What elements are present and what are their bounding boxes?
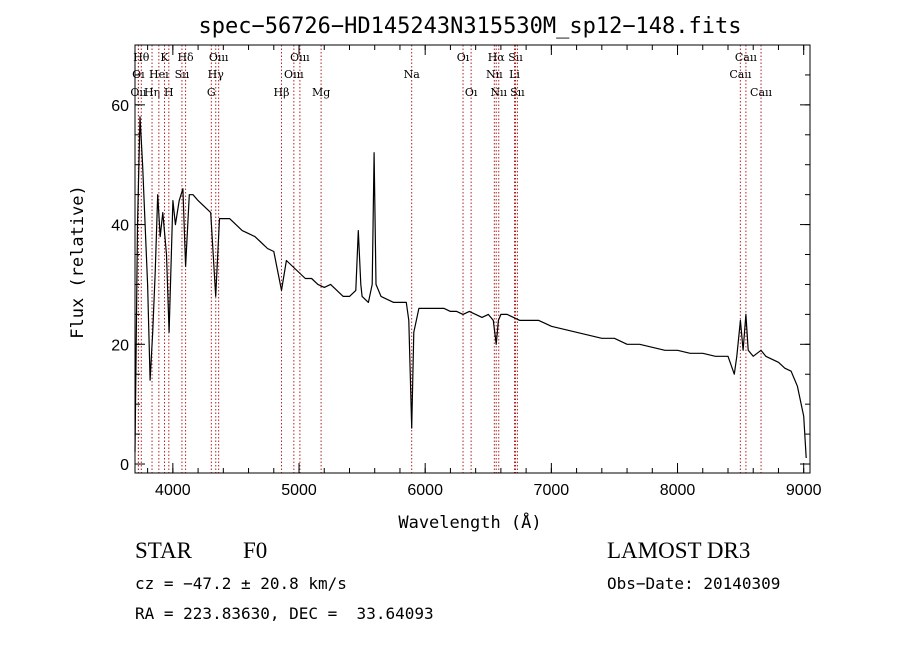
line-marker-label: Caıı [735, 51, 757, 64]
line-marker-label: Hθ [133, 51, 150, 64]
line-marker-label: Hδ [177, 51, 194, 64]
line-marker-label: Oııı [284, 68, 304, 81]
line-marker-label: Hβ [274, 86, 290, 99]
line-marker-label: Nıı [490, 86, 507, 99]
x-tick-label: 4000 [155, 482, 191, 499]
line-marker-label: Na [404, 68, 421, 81]
line-marker-label: Heı [149, 68, 169, 81]
x-tick-label: 6000 [407, 482, 443, 499]
line-marker-label: Sıı [510, 86, 525, 99]
object-class: STAR [135, 538, 192, 563]
spectrum-series [134, 116, 807, 459]
x-tick-label: 9000 [786, 482, 822, 499]
redshift-cz: cz = −47.2 ± 20.8 km/s [135, 574, 347, 593]
line-marker-label: Hα [488, 51, 506, 64]
y-tick-label: 0 [120, 457, 129, 474]
x-tick-label: 8000 [660, 482, 696, 499]
line-marker-label: Hγ [208, 68, 225, 81]
obs-date: Obs−Date: 20140309 [607, 574, 781, 593]
line-marker-label: Sıı [175, 68, 190, 81]
y-tick-label: 40 [111, 218, 129, 235]
line-marker-label: Li [509, 68, 520, 81]
line-marker-label: Hη [144, 86, 160, 99]
y-tick-label: 60 [111, 98, 129, 115]
plot-frame [134, 44, 811, 474]
chart-title: spec−56726−HD145243N315530M_sp12−148.fit… [198, 14, 741, 39]
line-marker-label: Oı [457, 51, 470, 64]
line-marker-label: G [207, 86, 216, 99]
line-marker-label: Sıı [508, 51, 523, 64]
emission-line-markers: OıHθOııHηHeıKHSııHδGHγOıııHβOıııOıııMgNa… [130, 45, 773, 473]
y-tick-label: 20 [111, 337, 129, 354]
line-marker-label: Nıı [486, 68, 503, 81]
line-marker-label: H [164, 86, 174, 99]
line-marker-label: Mg [312, 86, 330, 99]
line-marker-label: Oııı [290, 51, 310, 64]
spectrum-line [134, 116, 807, 459]
y-axis-label: Flux (relative) [68, 185, 88, 339]
line-marker-label: Caıı [729, 68, 751, 81]
line-marker-label: K [160, 51, 169, 64]
x-tick-label: 7000 [534, 482, 570, 499]
axes: 4000 5000 6000 7000 8000 9000 0 20 40 60 [111, 44, 822, 499]
object-subclass: F0 [243, 538, 268, 563]
x-axis-label: Wavelength (Å) [398, 511, 541, 533]
survey-name: LAMOST DR3 [607, 538, 751, 563]
coordinates: RA = 223.83630, DEC = 33.64093 [135, 604, 434, 623]
line-marker-label: Oııı [209, 51, 229, 64]
x-tick-label: 5000 [281, 482, 317, 499]
line-marker-label: Caıı [750, 86, 772, 99]
line-marker-label: Oı [465, 86, 478, 99]
